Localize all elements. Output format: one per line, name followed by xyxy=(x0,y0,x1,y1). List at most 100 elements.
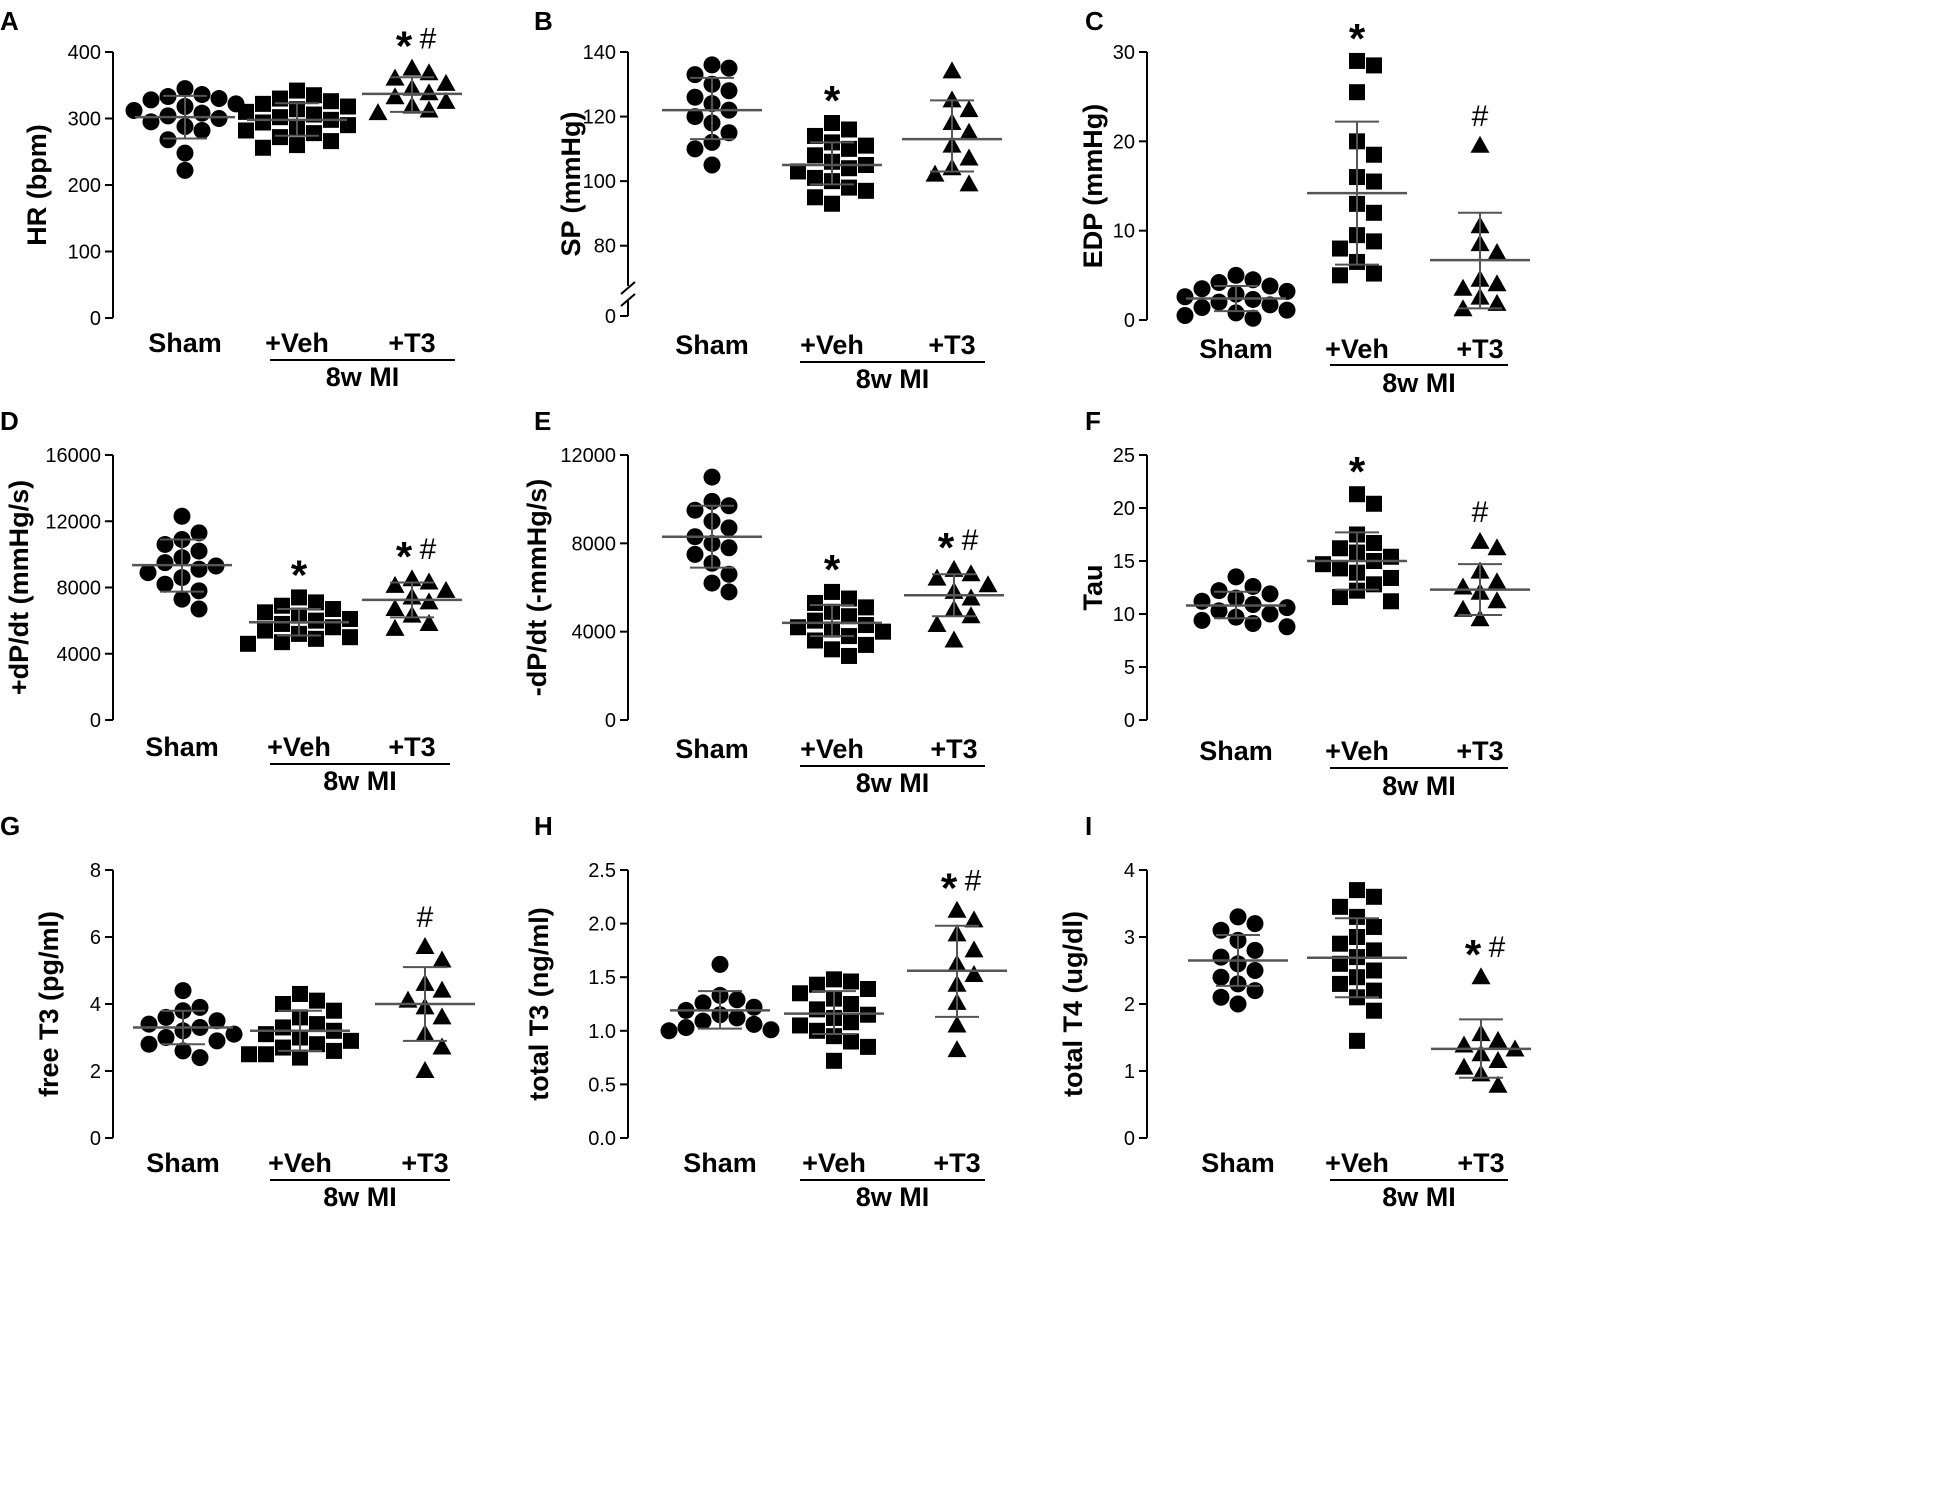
data-point xyxy=(1366,918,1382,935)
y-tick-label: 2 xyxy=(90,1061,101,1083)
data-point xyxy=(1366,576,1382,593)
data-point xyxy=(809,1022,825,1039)
series-sham xyxy=(133,982,243,1067)
data-point xyxy=(176,161,194,179)
y-axis-title: HR (bpm) xyxy=(22,124,52,245)
series-t3 xyxy=(1430,531,1530,627)
panel-letter: A xyxy=(0,6,19,36)
panel-letter: B xyxy=(534,6,553,36)
data-point xyxy=(210,110,228,127)
data-point xyxy=(841,608,857,625)
data-point xyxy=(858,599,874,616)
panel-letter: F xyxy=(1085,406,1101,436)
series-t3 xyxy=(902,61,1002,192)
data-point xyxy=(292,985,308,1002)
y-tick-label: 140 xyxy=(583,42,616,64)
data-point xyxy=(660,1022,678,1040)
data-point xyxy=(415,937,435,955)
data-point xyxy=(959,100,979,118)
data-point xyxy=(686,66,704,84)
data-point xyxy=(156,575,174,593)
y-tick-label: 0 xyxy=(1124,310,1135,332)
y-tick-label: 0 xyxy=(1124,710,1135,732)
data-point xyxy=(159,107,177,125)
data-point xyxy=(1210,273,1228,291)
data-point xyxy=(323,133,339,150)
group-label: 8w MI xyxy=(1382,1182,1456,1212)
panel-letter: C xyxy=(1085,6,1104,36)
data-point xyxy=(258,1026,274,1043)
data-point xyxy=(807,612,823,629)
category-label: Sham xyxy=(145,732,219,762)
data-point xyxy=(824,115,840,132)
category-label: Sham xyxy=(1199,334,1273,364)
series-sham xyxy=(660,955,780,1040)
category-label: Sham xyxy=(146,1148,220,1178)
panel-letter: H xyxy=(534,811,553,841)
data-point xyxy=(1229,908,1247,926)
series-sham xyxy=(125,80,245,179)
series-sham xyxy=(132,507,232,618)
data-point xyxy=(961,564,981,582)
data-point xyxy=(1332,240,1348,257)
data-point xyxy=(1278,282,1296,300)
data-point xyxy=(703,156,721,174)
data-point xyxy=(436,91,456,109)
data-point xyxy=(309,1036,325,1053)
data-point xyxy=(720,565,738,583)
category-label: +T3 xyxy=(930,734,977,764)
series-sham xyxy=(662,468,762,601)
data-point xyxy=(402,58,422,76)
data-point xyxy=(1366,204,1382,221)
data-point xyxy=(289,137,305,154)
data-point xyxy=(436,580,456,598)
series-t3 xyxy=(375,937,475,1078)
data-point xyxy=(745,1015,763,1033)
data-point xyxy=(156,554,174,572)
data-point xyxy=(238,103,254,120)
data-point xyxy=(1332,589,1348,606)
category-label: +T3 xyxy=(388,328,435,358)
data-point xyxy=(1349,882,1365,899)
data-point xyxy=(191,1049,209,1067)
data-point xyxy=(1244,615,1262,633)
significance-star: * xyxy=(1465,931,1482,978)
category-label: +T3 xyxy=(1456,736,1503,766)
series-veh xyxy=(784,971,884,1069)
group-label: 8w MI xyxy=(326,362,400,392)
significance-hash: # xyxy=(962,524,979,557)
data-point xyxy=(1349,84,1365,101)
data-point xyxy=(306,106,322,123)
data-point xyxy=(841,160,857,177)
data-point xyxy=(419,63,439,81)
data-point xyxy=(343,1032,359,1049)
data-point xyxy=(959,174,979,192)
data-point xyxy=(385,575,405,593)
data-point xyxy=(176,144,194,162)
significance-star: * xyxy=(396,533,413,580)
data-point xyxy=(942,90,962,108)
y-tick-label: 6 xyxy=(90,927,101,949)
data-point xyxy=(711,955,729,973)
data-point xyxy=(841,140,857,157)
axis-break-mark xyxy=(620,293,636,307)
data-point xyxy=(843,1033,859,1050)
y-tick-label: 4 xyxy=(90,994,101,1016)
data-point xyxy=(1176,288,1194,306)
data-point xyxy=(1212,988,1230,1006)
y-tick-label: 2.0 xyxy=(588,914,616,936)
data-point xyxy=(762,1021,780,1039)
significance-star: * xyxy=(396,23,413,70)
data-point xyxy=(368,103,388,121)
data-point xyxy=(959,122,979,140)
data-point xyxy=(419,83,439,101)
series-sham xyxy=(1188,908,1288,1013)
data-point xyxy=(342,629,358,646)
data-point xyxy=(1366,942,1382,959)
data-point xyxy=(1261,277,1279,295)
group-label: 8w MI xyxy=(856,768,930,798)
data-point xyxy=(1244,271,1262,289)
data-point xyxy=(841,121,857,138)
data-point xyxy=(419,613,439,631)
